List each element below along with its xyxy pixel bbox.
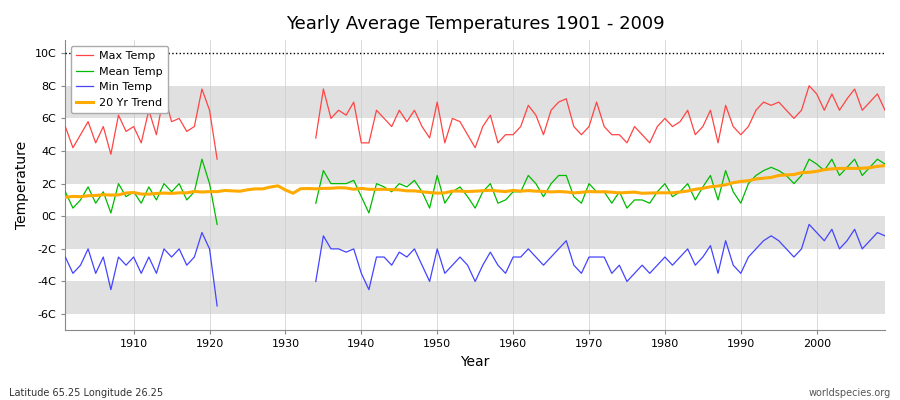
Title: Yearly Average Temperatures 1901 - 2009: Yearly Average Temperatures 1901 - 2009 xyxy=(286,15,664,33)
Bar xyxy=(66,151,885,184)
Mean Temp xyxy=(607,201,617,206)
Text: worldspecies.org: worldspecies.org xyxy=(809,388,891,398)
X-axis label: Year: Year xyxy=(461,355,490,369)
20 Yr Trend xyxy=(508,188,518,193)
Line: Max Temp: Max Temp xyxy=(66,86,885,159)
Min Temp xyxy=(607,271,617,276)
Bar xyxy=(66,216,885,249)
Y-axis label: Temperature: Temperature xyxy=(15,141,29,229)
Mean Temp xyxy=(121,194,131,199)
20 Yr Trend xyxy=(288,191,299,196)
Mean Temp xyxy=(516,189,526,194)
Max Temp xyxy=(121,129,131,134)
Line: 20 Yr Trend: 20 Yr Trend xyxy=(66,166,885,197)
20 Yr Trend xyxy=(500,189,511,194)
Bar xyxy=(66,86,885,118)
Max Temp xyxy=(508,132,518,137)
Line: Min Temp: Min Temp xyxy=(66,224,885,306)
Mean Temp xyxy=(879,162,890,166)
20 Yr Trend xyxy=(333,185,344,190)
Legend: Max Temp, Mean Temp, Min Temp, 20 Yr Trend: Max Temp, Mean Temp, Min Temp, 20 Yr Tre… xyxy=(71,46,167,114)
Max Temp xyxy=(341,113,352,118)
Max Temp xyxy=(607,132,617,137)
Mean Temp xyxy=(508,189,518,194)
20 Yr Trend xyxy=(598,189,609,194)
Min Temp xyxy=(879,234,890,238)
20 Yr Trend xyxy=(60,195,71,200)
Max Temp xyxy=(516,124,526,129)
Max Temp xyxy=(879,108,890,113)
20 Yr Trend xyxy=(121,190,131,195)
Mean Temp xyxy=(341,181,352,186)
Min Temp xyxy=(60,255,71,260)
Bar xyxy=(66,282,885,314)
Min Temp xyxy=(341,250,352,254)
Max Temp xyxy=(60,124,71,129)
Text: Latitude 65.25 Longitude 26.25: Latitude 65.25 Longitude 26.25 xyxy=(9,388,163,398)
Line: Mean Temp: Mean Temp xyxy=(66,159,885,224)
Min Temp xyxy=(121,263,131,268)
Min Temp xyxy=(508,255,518,260)
Mean Temp xyxy=(60,189,71,194)
20 Yr Trend xyxy=(879,163,890,168)
Min Temp xyxy=(516,255,526,260)
